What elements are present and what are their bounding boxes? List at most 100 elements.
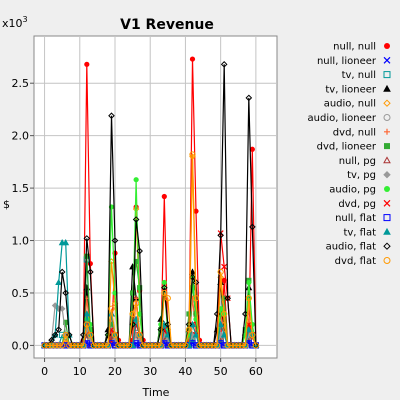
data-point [220, 331, 228, 338]
data-point [192, 295, 200, 302]
legend-label: tv, flat [343, 227, 376, 238]
data-point [383, 71, 391, 79]
data-point [161, 289, 168, 297]
data-point [249, 331, 256, 339]
data-point [137, 311, 143, 317]
data-point [84, 253, 90, 259]
data-point [97, 342, 105, 349]
data-point [206, 342, 214, 349]
data-point [171, 342, 178, 349]
data-point [164, 295, 171, 302]
legend-item: tv, flat [343, 227, 391, 238]
x-tick-label: 50 [214, 365, 228, 378]
y-tick-label: 1.5 [12, 182, 30, 195]
x-tick-label: 10 [73, 365, 87, 378]
legend-item: dvd, pg [338, 199, 391, 210]
data-point [217, 320, 225, 328]
data-point [108, 305, 115, 312]
data-point [168, 342, 175, 349]
y-multiplier-exponent: 3 [23, 15, 28, 24]
data-point [161, 193, 167, 200]
legend-item: null, lioneer [317, 56, 391, 67]
data-point [245, 94, 253, 102]
data-point [147, 342, 154, 349]
legend-item: null, pg [339, 156, 391, 167]
data-point [217, 268, 224, 276]
data-point [249, 223, 256, 231]
data-point [189, 273, 196, 281]
data-point [118, 342, 126, 349]
data-point [384, 43, 390, 49]
data-point [108, 321, 115, 328]
data-point [132, 205, 140, 213]
legend-label: tv, pg [347, 170, 376, 181]
data-point [199, 342, 207, 349]
data-point [383, 199, 391, 207]
data-point [104, 331, 112, 339]
data-point [111, 237, 119, 244]
legend-item: null, null [333, 42, 390, 53]
data-point [83, 235, 91, 242]
legend-label: null, pg [339, 156, 376, 167]
legend-label: null, lioneer [317, 56, 377, 67]
data-point [241, 310, 249, 318]
legend-item: dvd, lioneer [317, 142, 390, 153]
x-tick-label: 60 [249, 365, 263, 378]
series-line [44, 154, 257, 346]
data-point [62, 289, 70, 297]
data-point [63, 319, 69, 325]
data-point [252, 342, 259, 349]
data-point [383, 84, 391, 92]
data-point [48, 342, 55, 349]
data-point [136, 247, 143, 255]
y-multiplier: x103 [2, 15, 28, 30]
data-point [62, 342, 69, 349]
y-tick-label: 1.0 [12, 235, 30, 248]
data-point [83, 310, 91, 317]
legend-label: dvd, flat [335, 256, 376, 267]
data-point [65, 331, 73, 339]
data-point [41, 342, 48, 349]
data-point [133, 300, 140, 307]
data-point [55, 278, 63, 286]
data-point [224, 342, 231, 349]
data-point [115, 342, 122, 349]
data-point [122, 342, 129, 349]
y-tick-label: 2.5 [12, 77, 30, 90]
data-point [157, 342, 164, 349]
data-point [143, 342, 150, 349]
data-point [383, 214, 391, 222]
data-point [383, 242, 391, 250]
chart-title: V1 Revenue [120, 17, 214, 33]
x-axis-label: Time [142, 386, 170, 399]
data-point [140, 342, 147, 349]
data-point [175, 342, 182, 349]
x-tick-label: 0 [41, 365, 48, 378]
series-layer [41, 56, 260, 349]
data-point [94, 342, 101, 349]
data-point [383, 227, 391, 235]
data-point [83, 321, 90, 328]
data-point [384, 143, 390, 150]
data-point [84, 61, 90, 67]
legend-item: audio, pg [329, 185, 390, 196]
data-point [154, 342, 161, 349]
data-point [221, 310, 228, 318]
legend-label: tv, lioneer [325, 84, 377, 95]
legend-item: dvd, null [333, 127, 390, 138]
legend-label: audio, pg [329, 185, 376, 196]
data-point [137, 285, 143, 291]
data-point [101, 342, 108, 349]
data-point [62, 238, 70, 246]
data-point [87, 331, 94, 339]
data-point [383, 257, 391, 264]
data-point [193, 208, 199, 214]
grid-lines [34, 36, 277, 358]
y-multiplier-base: x10 [2, 17, 23, 30]
data-point [214, 342, 221, 349]
data-point [129, 310, 136, 318]
legend-item: tv, lioneer [325, 84, 391, 95]
data-point [242, 342, 249, 349]
data-point [51, 331, 59, 339]
